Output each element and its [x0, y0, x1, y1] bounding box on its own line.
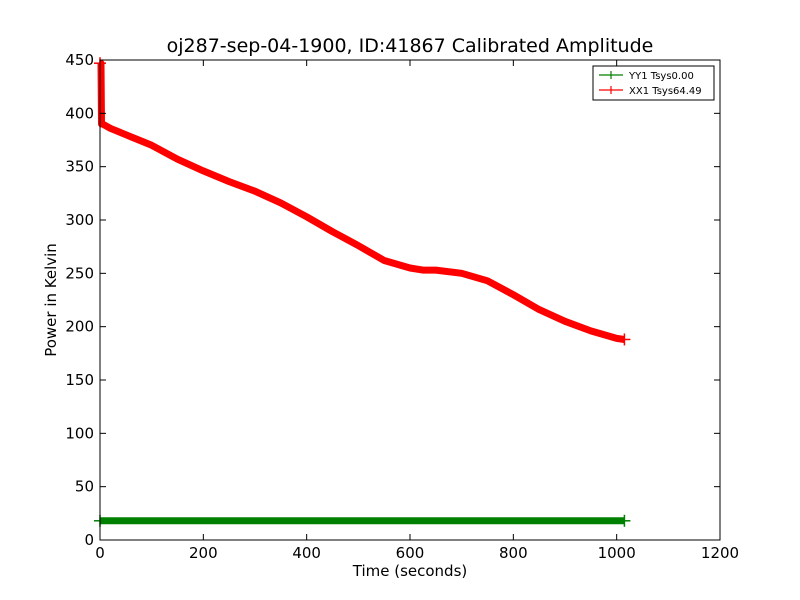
x-tick-label: 1200: [701, 544, 739, 562]
y-tick-label: 150: [65, 371, 94, 389]
y-axis-title: Power in Kelvin: [42, 243, 60, 357]
x-axis: 0 200 400 600 800 1000 1200: [95, 60, 739, 562]
plot-frame: [99, 59, 721, 541]
y-tick-label: 100: [65, 424, 94, 442]
legend: YY1 Tsys0.00 XX1 Tsys64.49: [592, 65, 715, 101]
y-tick-label: 400: [65, 104, 94, 122]
x-tick-label: 800: [499, 544, 528, 562]
y-axis: 0 50 100 150 200 250 300 350 400 450: [65, 51, 720, 549]
series-2-point-marker: [618, 333, 631, 346]
y-tick-label: 50: [75, 478, 94, 496]
y-tick-label: 200: [65, 318, 94, 336]
y-tick-label: 300: [65, 211, 94, 229]
x-tick-label: 1000: [598, 544, 636, 562]
legend-label: XX1 Tsys64.49: [629, 86, 702, 97]
y-tick-label: 0: [84, 531, 94, 549]
series-layer: [94, 57, 631, 527]
series-line-2: [97, 59, 625, 343]
series-1-point-marker: [618, 514, 631, 527]
y-tick-label: 350: [65, 158, 94, 176]
x-axis-title: Time (seconds): [352, 562, 468, 580]
x-tick-label: 0: [95, 544, 105, 562]
x-tick-label: 400: [292, 544, 321, 562]
legend-box: [592, 65, 715, 101]
legend-label: YY1 Tsys0.00: [628, 71, 694, 82]
legend-item: YY1 Tsys0.00: [599, 71, 694, 82]
y-tick-label: 450: [65, 51, 94, 69]
x-tick-label: 600: [396, 544, 425, 562]
y-tick-label: 250: [65, 264, 94, 282]
x-tick-label: 200: [189, 544, 218, 562]
legend-item: XX1 Tsys64.49: [599, 86, 702, 97]
chart-title: oj287-sep-04-1900, ID:41867 Calibrated A…: [167, 35, 654, 57]
